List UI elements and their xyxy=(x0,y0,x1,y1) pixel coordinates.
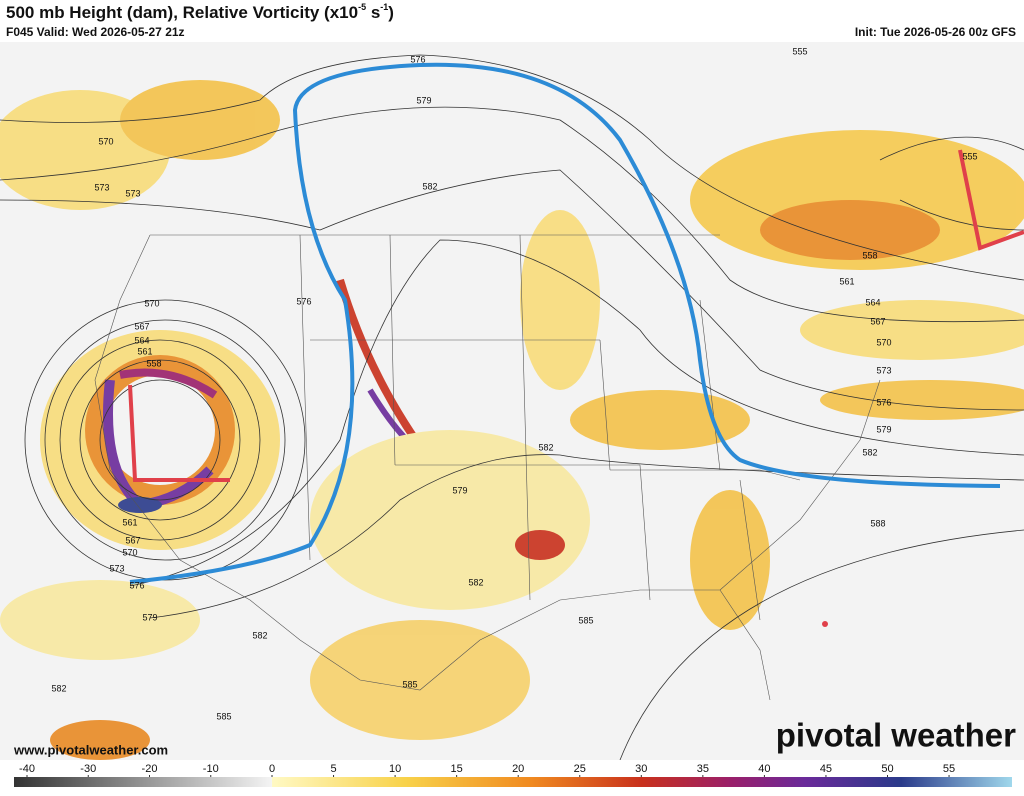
colorbar-tick-label: -10 xyxy=(203,763,219,775)
title-text: 500 mb Height (dam), Relative Vorticity … xyxy=(6,3,358,22)
contour-label: 567 xyxy=(870,316,885,326)
contour-label: 561 xyxy=(839,276,854,286)
contour-label: 582 xyxy=(252,630,267,640)
colorbar-tick-label: 25 xyxy=(574,763,586,775)
trough-axis xyxy=(128,384,230,482)
contour-label: 585 xyxy=(216,711,231,721)
colorbar-tick-label: 40 xyxy=(758,763,770,775)
logo: pivotal weather xyxy=(776,717,1016,754)
contour-label: 573 xyxy=(109,563,124,573)
contour-label: 576 xyxy=(876,397,891,407)
title-end: ) xyxy=(388,3,394,22)
title-exponent: -1 xyxy=(380,2,388,12)
contour-label: 579 xyxy=(876,424,891,434)
colorbar-tick-label: 55 xyxy=(943,763,955,775)
map: 5555555585615645675705735765795825885855… xyxy=(0,42,1024,760)
contour-label: 579 xyxy=(142,612,157,622)
website-url: www.pivotalweather.com xyxy=(13,742,168,757)
contour-label: 585 xyxy=(402,679,417,689)
colorbar-tick-label: 50 xyxy=(881,763,893,775)
contour-label: 582 xyxy=(862,447,877,457)
contour-label: 573 xyxy=(876,365,891,375)
colorbar-ticks: -40 -30 -20 -10 0 5 10 15 20 25 30 35 40 45 50 55 xyxy=(19,763,955,777)
contour-label: 576 xyxy=(296,296,311,306)
contour-label: 564 xyxy=(865,297,880,307)
contour-label: 576 xyxy=(129,580,144,590)
contour-label: 582 xyxy=(468,577,483,587)
contour-label: 564 xyxy=(134,335,149,345)
colorbar-tick-label: -20 xyxy=(142,763,158,775)
colorbar-tick-label: 20 xyxy=(512,763,524,775)
colorbar-tick-label: 45 xyxy=(820,763,832,775)
colorbar-tick-label: 10 xyxy=(389,763,401,775)
valid-time: F045 Valid: Wed 2026-05-27 21z xyxy=(6,25,185,39)
contour-label: 579 xyxy=(416,95,431,105)
contour-label: 582 xyxy=(51,683,66,693)
colorbar-tick-label: 30 xyxy=(635,763,647,775)
contour-label: 570 xyxy=(122,547,137,557)
marker xyxy=(822,621,828,627)
title: 500 mb Height (dam), Relative Vorticity … xyxy=(6,2,394,22)
contour-label: 570 xyxy=(144,298,159,308)
contour-label: 585 xyxy=(578,615,593,625)
colorbar-tick-label: -30 xyxy=(80,763,96,775)
header-bar xyxy=(0,0,1024,42)
contour-label: 573 xyxy=(94,182,109,192)
title-exponent: -5 xyxy=(358,2,366,12)
contour-label: 570 xyxy=(98,136,113,146)
trough-axis xyxy=(958,149,1024,251)
borders xyxy=(94,234,881,701)
colorbar-tick-label: -40 xyxy=(19,763,35,775)
colorbar-tick-label: 0 xyxy=(269,763,275,775)
colorbar-tick-label: 35 xyxy=(697,763,709,775)
colorbar-positive xyxy=(272,777,1012,787)
contour-label: 555 xyxy=(792,46,807,56)
init-time: Init: Tue 2026-05-26 00z GFS xyxy=(855,25,1016,39)
contour-label: 555 xyxy=(962,151,977,161)
contour-label: 567 xyxy=(125,535,140,545)
contour-label: 573 xyxy=(125,188,140,198)
contour-labels: 5555555585615645675705735765795825885855… xyxy=(51,46,977,721)
contour-label: 576 xyxy=(410,54,425,64)
ridge-axis xyxy=(129,62,1001,584)
contour-label: 588 xyxy=(870,518,885,528)
contour-label: 561 xyxy=(122,517,137,527)
contour-label: 561 xyxy=(137,346,152,356)
contour-label: 570 xyxy=(876,337,891,347)
colorbar-tick-label: 15 xyxy=(451,763,463,775)
colorbar-tick-label: 5 xyxy=(330,763,336,775)
height-contours xyxy=(0,54,1024,760)
contour-label: 558 xyxy=(146,358,161,368)
contour-label: 582 xyxy=(422,181,437,191)
contour-label: 558 xyxy=(862,250,877,260)
colorbar-negative xyxy=(14,777,272,787)
contour-label: 567 xyxy=(134,321,149,331)
title-unit: s xyxy=(366,3,380,22)
contour-label: 579 xyxy=(452,485,467,495)
contour-label: 582 xyxy=(538,442,553,452)
